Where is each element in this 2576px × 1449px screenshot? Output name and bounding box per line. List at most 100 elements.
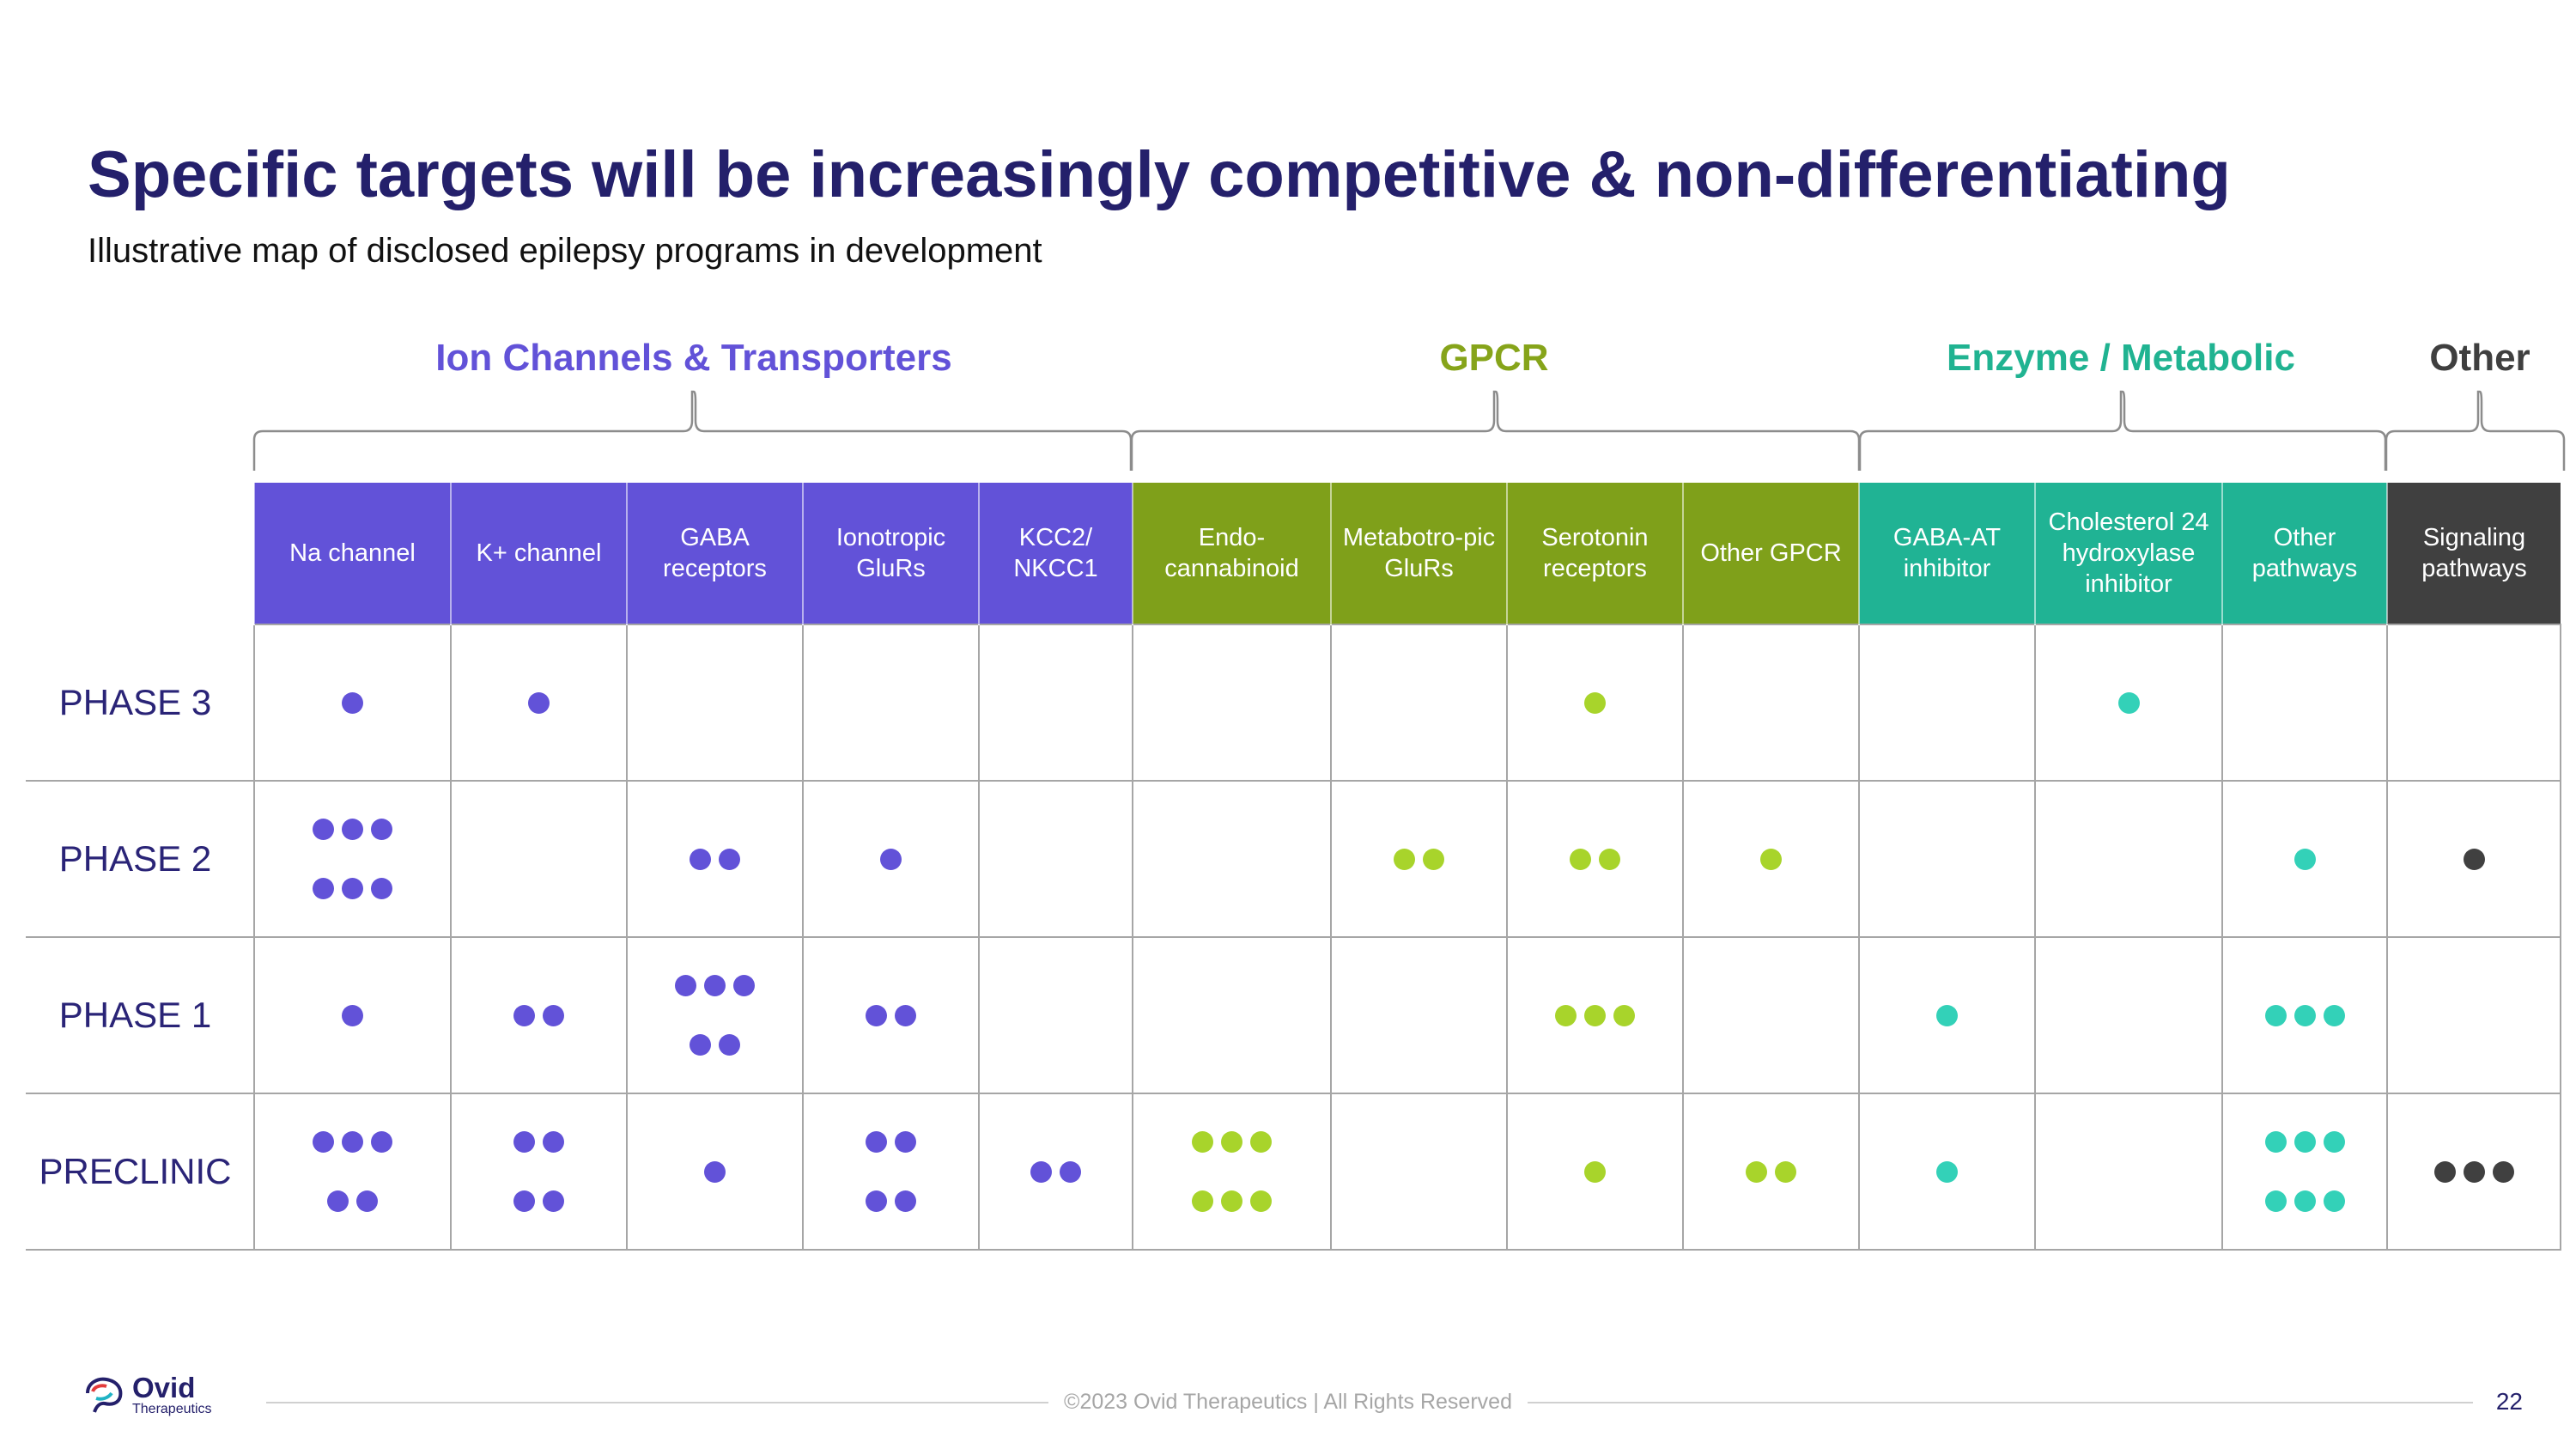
program-dot [866, 1131, 887, 1153]
program-dot [342, 1004, 363, 1026]
program-cell [1858, 1093, 2036, 1251]
dot-row [1584, 1160, 1606, 1183]
program-dot [675, 975, 696, 996]
dot-row [528, 691, 550, 714]
program-dot [719, 848, 740, 870]
program-dot [313, 819, 334, 840]
dot-row [866, 1004, 916, 1026]
column-header: KCC2/ NKCC1 [978, 483, 1133, 624]
program-dot [1250, 1131, 1272, 1153]
program-dots [1684, 848, 1858, 870]
program-dot [543, 1190, 564, 1212]
phase-label: PHASE 3 [26, 624, 254, 782]
dot-row [1192, 1131, 1272, 1153]
program-cell [450, 1093, 628, 1251]
program-dot [2492, 1160, 2514, 1183]
program-dot [866, 1004, 887, 1026]
program-dots [2036, 691, 2221, 714]
dot-row [342, 691, 363, 714]
dot-row [313, 819, 392, 840]
dot-row [513, 1131, 564, 1153]
logo-name: Ovid [132, 1372, 196, 1403]
program-dot [2264, 1190, 2287, 1212]
brace-gpcr [1130, 390, 1861, 471]
group-braces [252, 390, 2566, 471]
dot-row [2463, 848, 2485, 870]
program-dot [2433, 1160, 2456, 1183]
program-dot [1746, 1160, 1767, 1183]
program-dots [1860, 1004, 2034, 1026]
program-cell [1682, 1093, 1860, 1251]
dot-row [866, 1131, 916, 1153]
phase-rows: PHASE 3 PHASE 2 PHASE 1 PRECLINIC [26, 624, 2561, 1251]
program-dot [690, 1034, 711, 1056]
dot-row [513, 1004, 564, 1026]
program-dots [1508, 691, 1682, 714]
program-dot [2293, 1004, 2316, 1026]
company-logo: Ovid Therapeutics [82, 1372, 212, 1417]
group-label-gpcr: GPCR [1439, 337, 1549, 379]
program-dot [880, 848, 902, 870]
program-dot [1613, 1004, 1635, 1026]
program-dot [2117, 691, 2140, 714]
program-cell [2386, 936, 2561, 1094]
program-dots [804, 1131, 978, 1212]
program-dot [543, 1131, 564, 1153]
phase-row: PHASE 1 [26, 936, 2561, 1094]
corner-cell [26, 483, 254, 624]
program-dot [313, 1131, 334, 1153]
program-cell [1132, 1093, 1332, 1251]
program-cell [2034, 624, 2223, 782]
phase-label: PHASE 1 [26, 937, 254, 1094]
program-cell [1132, 780, 1332, 938]
dot-row [313, 878, 392, 899]
program-dots [804, 848, 978, 870]
column-header: K+ channel [450, 483, 627, 624]
program-cell [1858, 624, 2036, 782]
program-cell [978, 1093, 1133, 1251]
program-cell [2221, 780, 2388, 938]
program-dot [1060, 1160, 1081, 1183]
program-dots [1508, 1004, 1682, 1026]
dot-row [675, 975, 755, 996]
program-cell [2221, 936, 2388, 1094]
dot-row [1192, 1190, 1272, 1212]
program-dot [513, 1190, 535, 1212]
phase-row: PHASE 2 [26, 780, 2561, 938]
program-dots [255, 691, 450, 714]
phase-row: PHASE 3 [26, 624, 2561, 782]
footer-rule-left [266, 1402, 1520, 1403]
column-header: Serotonin receptors [1506, 483, 1683, 624]
dot-row [704, 1160, 726, 1183]
program-cell [1682, 936, 1860, 1094]
program-dot [704, 1160, 726, 1183]
program-dots [628, 848, 802, 870]
dot-row [1394, 848, 1444, 870]
program-dot [2293, 1190, 2316, 1212]
program-dot [1192, 1190, 1213, 1212]
program-dots [804, 1004, 978, 1026]
dot-row [1746, 1160, 1796, 1183]
program-cell [1132, 936, 1332, 1094]
program-dot [528, 691, 550, 714]
dot-row [1936, 1160, 1958, 1183]
program-dot [2463, 848, 2485, 870]
program-cell [2386, 624, 2561, 782]
program-dot [513, 1131, 535, 1153]
dot-row [1936, 1004, 1958, 1026]
program-cell [1858, 780, 2036, 938]
program-dots [255, 819, 450, 899]
program-dots [628, 975, 802, 1056]
dot-row [2264, 1004, 2345, 1026]
program-cell [978, 936, 1133, 1094]
pipeline-map: Na channel K+ channel GABA receptors Ionotr… [26, 483, 2561, 1251]
program-dots [452, 1131, 626, 1212]
program-dot [2323, 1190, 2345, 1212]
program-cell [802, 936, 980, 1094]
column-header: GABA receptors [626, 483, 803, 624]
dot-row [1760, 848, 1782, 870]
program-cell [802, 1093, 980, 1251]
program-cell [1682, 624, 1860, 782]
program-dots [1133, 1131, 1330, 1212]
footer-rule-right [1271, 1402, 2473, 1403]
